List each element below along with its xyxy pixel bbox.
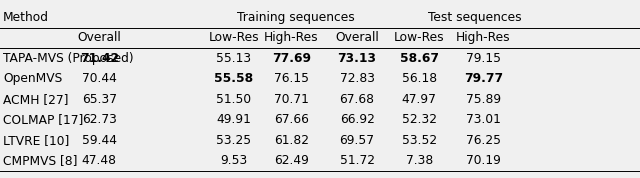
- Text: 56.18: 56.18: [402, 72, 436, 85]
- Text: Overall: Overall: [335, 31, 379, 44]
- Text: Low-Res: Low-Res: [394, 31, 445, 44]
- Text: 51.72: 51.72: [340, 154, 374, 167]
- Text: Low-Res: Low-Res: [208, 31, 259, 44]
- Text: 55.58: 55.58: [214, 72, 253, 85]
- Text: 62.49: 62.49: [274, 154, 308, 167]
- Text: Method: Method: [3, 11, 49, 24]
- Text: 76.15: 76.15: [274, 72, 308, 85]
- Text: 79.15: 79.15: [466, 52, 500, 65]
- Text: CMPMVS [8]: CMPMVS [8]: [3, 154, 77, 167]
- Text: 62.73: 62.73: [82, 113, 116, 126]
- Text: TAPA-MVS (Proposed): TAPA-MVS (Proposed): [3, 52, 134, 65]
- Text: 51.50: 51.50: [216, 93, 251, 106]
- Text: 70.19: 70.19: [466, 154, 500, 167]
- Text: 53.25: 53.25: [216, 134, 251, 147]
- Text: High-Res: High-Res: [264, 31, 319, 44]
- Text: 61.82: 61.82: [274, 134, 308, 147]
- Text: 52.32: 52.32: [402, 113, 436, 126]
- Text: 49.91: 49.91: [216, 113, 251, 126]
- Text: 75.89: 75.89: [466, 93, 500, 106]
- Text: 79.77: 79.77: [463, 72, 503, 85]
- Text: 73.13: 73.13: [338, 52, 376, 65]
- Text: Overall: Overall: [77, 31, 121, 44]
- Text: 67.68: 67.68: [340, 93, 374, 106]
- Text: 77.69: 77.69: [272, 52, 310, 65]
- Text: 71.42: 71.42: [79, 52, 119, 65]
- Text: 76.25: 76.25: [466, 134, 500, 147]
- Text: 9.53: 9.53: [220, 154, 247, 167]
- Text: 7.38: 7.38: [406, 154, 433, 167]
- Text: Test sequences: Test sequences: [428, 11, 522, 24]
- Text: 67.66: 67.66: [274, 113, 308, 126]
- Text: 53.52: 53.52: [402, 134, 436, 147]
- Text: LTVRE [10]: LTVRE [10]: [3, 134, 70, 147]
- Text: 65.37: 65.37: [82, 93, 116, 106]
- Text: ACMH [27]: ACMH [27]: [3, 93, 68, 106]
- Text: OpenMVS: OpenMVS: [3, 72, 63, 85]
- Text: 47.48: 47.48: [82, 154, 116, 167]
- Text: 73.01: 73.01: [466, 113, 500, 126]
- Text: 55.13: 55.13: [216, 52, 251, 65]
- Text: Training sequences: Training sequences: [237, 11, 355, 24]
- Text: 58.67: 58.67: [400, 52, 438, 65]
- Text: 59.44: 59.44: [82, 134, 116, 147]
- Text: 70.71: 70.71: [274, 93, 308, 106]
- Text: 72.83: 72.83: [340, 72, 374, 85]
- Text: 70.44: 70.44: [82, 72, 116, 85]
- Text: 69.57: 69.57: [340, 134, 374, 147]
- Text: 66.92: 66.92: [340, 113, 374, 126]
- Text: COLMAP [17]: COLMAP [17]: [3, 113, 84, 126]
- Text: 47.97: 47.97: [402, 93, 436, 106]
- Text: High-Res: High-Res: [456, 31, 511, 44]
